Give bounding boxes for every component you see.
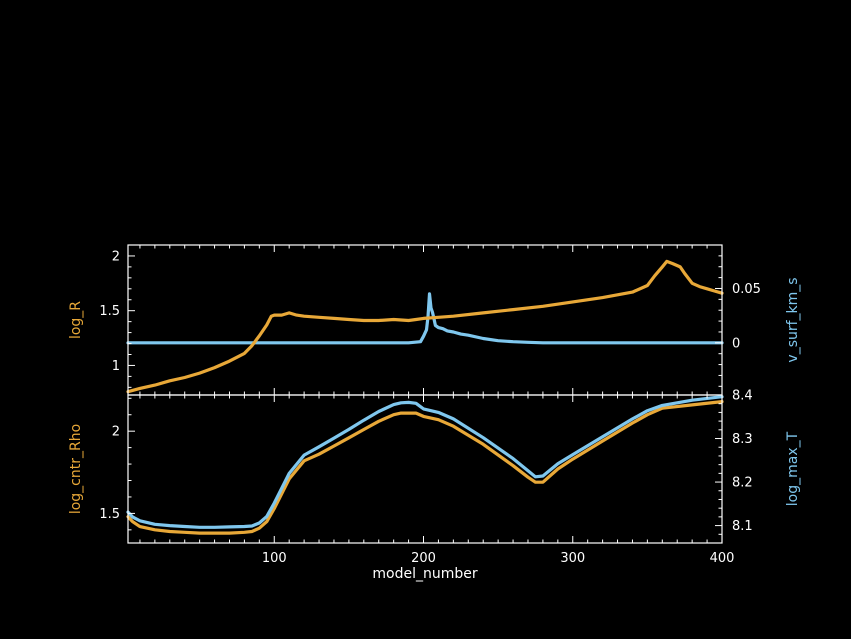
log-max-T-series-line [126,395,724,529]
x-tick-label: 300 [560,551,585,566]
bottom-panel-frame [127,394,723,544]
top-left-y-tick-label: 1.5 [99,304,120,319]
top-right-axis-label: v_surf_km_s [785,277,801,362]
bottom-series-group [126,395,724,535]
top-series-group [126,259,724,394]
x-tick-label: 100 [262,551,287,566]
bottom-panel: 100 200 300 400 1.5 2 8.1 8.2 8.3 8.4 log_cntr_Rh… [68,389,801,583]
bottom-left-y-tick-label: 1.5 [99,507,120,522]
log-cntr-Rho-series-line [126,400,724,535]
bottom-ticks-group: 100 200 300 400 1.5 2 8.1 8.2 8.3 8.4 [99,389,752,567]
top-ticks-group: 1 1.5 2 0 0.05 [99,244,761,395]
log-R-series-line [126,259,724,394]
top-right-y-tick-label: 0.05 [732,282,761,297]
bottom-left-axis-label: log_cntr_Rho [68,424,84,514]
x-axis-label: model_number [372,566,477,582]
bottom-left-y-tick-label: 2 [112,425,120,440]
x-tick-label: 400 [710,551,735,566]
top-left-axis-label: log_R [68,301,84,339]
bottom-right-axis-label: log_max_T [785,431,801,506]
top-left-y-tick-label: 1 [112,359,120,374]
x-tick-label: 200 [411,551,436,566]
top-left-y-tick-label: 2 [112,249,120,264]
bottom-right-y-tick-label: 8.1 [732,519,753,534]
bottom-right-y-tick-label: 8.4 [732,389,753,404]
top-right-y-tick-label: 0 [732,336,740,351]
bottom-right-y-tick-label: 8.2 [732,476,753,491]
v-surf-km-s-series-line [126,292,724,345]
bottom-right-y-tick-label: 8.3 [732,432,753,447]
